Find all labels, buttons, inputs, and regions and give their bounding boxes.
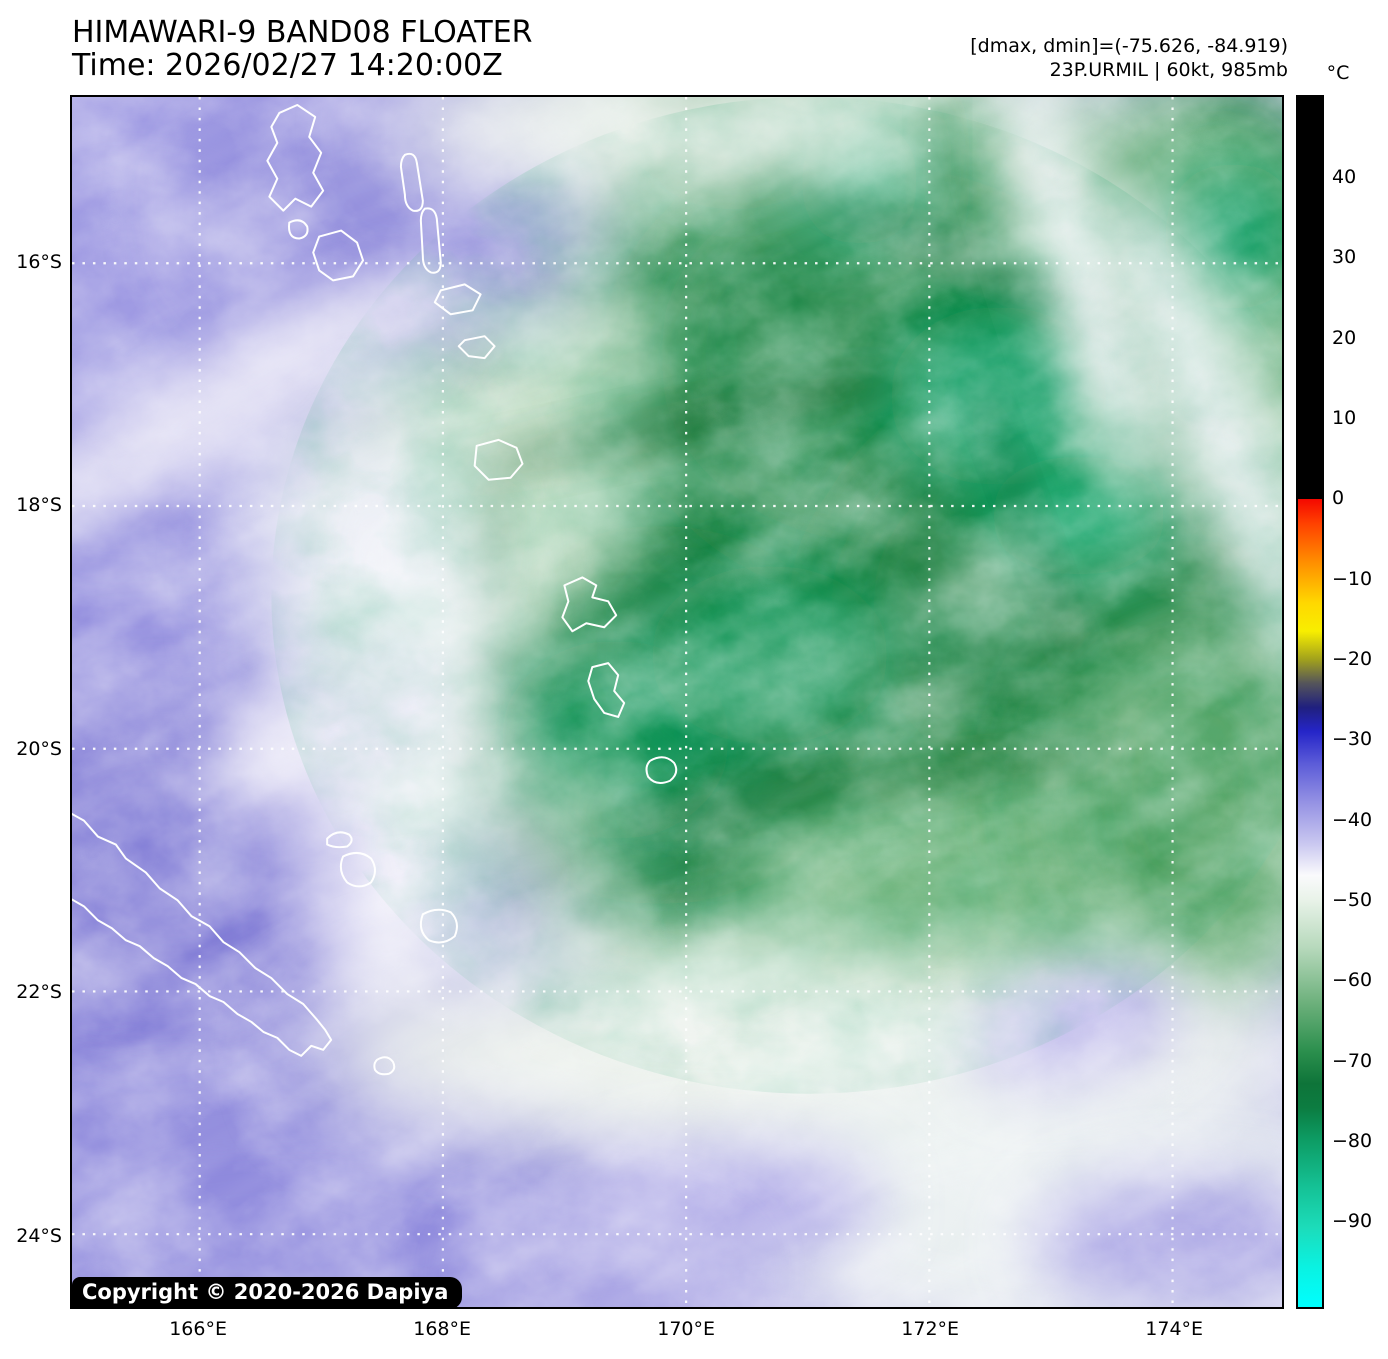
page-title: HIMAWARI-9 BAND08 FLOATER	[72, 15, 533, 50]
lat-tick-label: 16°S	[16, 250, 62, 273]
colorbar	[1296, 95, 1324, 1309]
colorbar-tick-label: −30	[1332, 728, 1373, 751]
lat-tick-label: 20°S	[16, 737, 62, 760]
coastline-pentecost	[419, 207, 442, 274]
cloud-texture	[72, 97, 1282, 1307]
colorbar-tick-label: −60	[1332, 969, 1373, 992]
coastline-maewo	[399, 152, 424, 212]
colorbar-tick-label: 10	[1332, 406, 1357, 429]
coastline-new-caledonia	[72, 812, 333, 1057]
lat-tick-label: 22°S	[16, 981, 62, 1004]
storm-annotation: 23P.URMIL | 60kt, 985mb	[1049, 59, 1288, 81]
colorbar-tick-label: 30	[1332, 246, 1357, 269]
colorbar-tick-label: 20	[1332, 326, 1357, 349]
lat-tick-label: 24°S	[16, 1224, 62, 1247]
coastline-erromango	[561, 576, 618, 633]
coastlines	[72, 103, 678, 1076]
colorbar-tick-label: −80	[1332, 1130, 1373, 1153]
copyright-badge: Copyright © 2020-2026 Dapiya	[72, 1277, 463, 1309]
timestamp: Time: 2026/02/27 14:20:00Z	[72, 48, 503, 83]
coastline-aneityum	[645, 756, 678, 784]
colorbar-tick-label: −40	[1332, 808, 1373, 831]
coastline-malakula	[312, 229, 365, 282]
lat-tick-label: 18°S	[16, 494, 62, 517]
coastline-mare	[419, 908, 458, 944]
lon-tick-label: 172°E	[901, 1318, 960, 1340]
colorbar-tick-label: 0	[1332, 487, 1345, 510]
colorbar-gradient	[1298, 97, 1322, 1307]
colorbar-tick-label: −50	[1332, 889, 1373, 912]
lon-tick-label: 170°E	[657, 1318, 716, 1340]
dmax-dmin-annotation: [dmax, dmin]=(-75.626, -84.919)	[970, 35, 1288, 57]
lon-tick-label: 166°E	[169, 1318, 227, 1340]
coastline-santo	[266, 103, 325, 212]
coastline-tanna	[587, 662, 626, 718]
colorbar-tick-label: −10	[1332, 567, 1373, 590]
colorbar-tick-label: −90	[1332, 1210, 1373, 1233]
lon-tick-label: 174°E	[1145, 1318, 1204, 1340]
coastline-lifou	[339, 852, 376, 888]
satellite-image	[72, 97, 1282, 1307]
colorbar-tick-label: 40	[1332, 165, 1357, 188]
coastline-ile-des-pins	[373, 1056, 396, 1076]
coastline-ambrym	[433, 283, 482, 316]
colorbar-tick-label: −70	[1332, 1049, 1373, 1072]
coastline-epi	[457, 335, 496, 360]
satellite-map	[70, 95, 1284, 1309]
colorbar-unit-label: °C	[1326, 62, 1350, 84]
coastline-malo	[288, 219, 309, 240]
coastline-efate	[473, 438, 524, 481]
lon-tick-label: 168°E	[413, 1318, 472, 1340]
colorbar-tick-label: −20	[1332, 648, 1373, 671]
coastline-ouvea	[326, 831, 353, 849]
